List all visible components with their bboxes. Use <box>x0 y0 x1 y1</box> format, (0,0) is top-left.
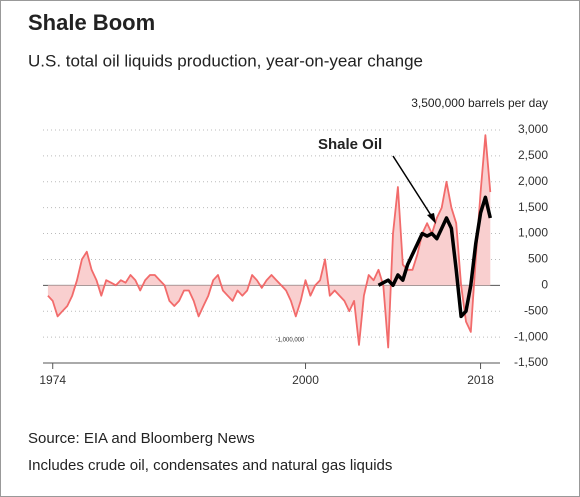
chart-title: Shale Boom <box>28 10 155 35</box>
x-tick-label: 2018 <box>467 373 494 387</box>
y-axis-label: 3,500,000 barrels per day <box>411 96 548 110</box>
series-label: Shale Oil <box>318 136 382 153</box>
line <box>47 134 492 349</box>
y-tick-label: 2,500 <box>518 148 548 162</box>
source: Source: EIA and Bloomberg News <box>28 430 255 447</box>
arrow-head <box>427 213 436 224</box>
y-tick-label: 1,500 <box>518 200 548 214</box>
line <box>377 195 493 319</box>
x-tick-label: 1974 <box>39 373 66 387</box>
x-tick-label: 2000 <box>292 373 319 387</box>
annotation: -1,000,000 <box>276 338 305 344</box>
note: Includes crude oil, condensates and natu… <box>28 457 392 474</box>
chart-subtitle: U.S. total oil liquids production, year-… <box>28 51 423 70</box>
y-tick-label: -500 <box>524 303 548 317</box>
y-tick-label: -1,000 <box>514 329 548 343</box>
y-tick-label: 1,000 <box>518 226 548 240</box>
arrow <box>392 155 435 221</box>
y-tick-label: 0 <box>541 278 548 292</box>
y-tick-label: -1,500 <box>514 355 548 369</box>
y-tick-label: 2,000 <box>518 174 548 188</box>
y-tick-label: 500 <box>528 252 548 266</box>
y-tick-label: 3,000 <box>518 122 548 136</box>
